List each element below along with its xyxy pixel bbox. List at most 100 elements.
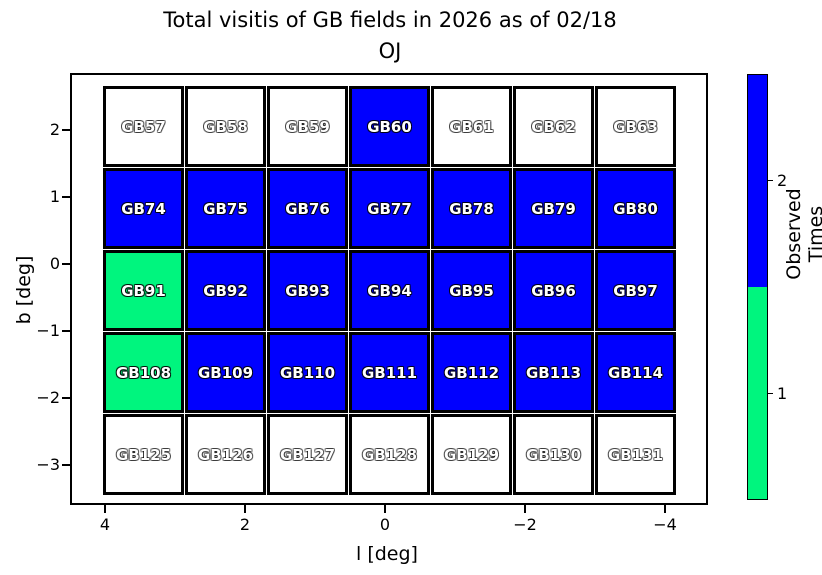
field-label: GB130 xyxy=(525,445,582,464)
field-cell-gb79: GB79 xyxy=(513,168,594,249)
y-tick-mark xyxy=(62,464,70,466)
x-tick-label: −4 xyxy=(653,515,677,534)
colorbar-tick-mark xyxy=(768,179,773,182)
y-tick-mark xyxy=(62,263,70,265)
field-cell-gb131: GB131 xyxy=(595,414,676,495)
field-label: GB125 xyxy=(115,445,172,464)
field-cell-gb60: GB60 xyxy=(349,86,430,167)
field-cell-gb77: GB77 xyxy=(349,168,430,249)
field-label: GB110 xyxy=(279,363,336,382)
x-tick-mark xyxy=(384,505,386,513)
field-label: GB61 xyxy=(449,117,494,136)
field-cell-gb95: GB95 xyxy=(431,250,512,331)
field-label: GB80 xyxy=(613,199,658,218)
chart-title: Total visitis of GB fields in 2026 as of… xyxy=(163,8,617,32)
field-cell-gb111: GB111 xyxy=(349,332,430,413)
field-cell-gb93: GB93 xyxy=(267,250,348,331)
field-label: GB97 xyxy=(613,281,658,300)
field-label: GB76 xyxy=(285,199,330,218)
field-grid: GB57 GB58 GB59 GB60 GB61 GB62 GB63 GB74 GB75 GB76… xyxy=(103,86,676,495)
field-label: GB74 xyxy=(121,199,166,218)
field-label: GB91 xyxy=(121,281,166,300)
y-tick-mark xyxy=(62,196,70,198)
field-label: GB59 xyxy=(285,117,330,136)
field-cell-gb63: GB63 xyxy=(595,86,676,167)
field-label: GB113 xyxy=(525,363,582,382)
field-label: GB57 xyxy=(121,117,166,136)
field-label: GB126 xyxy=(197,445,254,464)
field-cell-gb127: GB127 xyxy=(267,414,348,495)
x-tick-label: 4 xyxy=(99,515,111,534)
field-label: GB127 xyxy=(279,445,336,464)
x-tick-label: 0 xyxy=(379,515,391,534)
field-label: GB93 xyxy=(285,281,330,300)
x-tick-label: 2 xyxy=(239,515,251,534)
field-label: GB62 xyxy=(531,117,576,136)
field-label: GB112 xyxy=(443,363,500,382)
field-cell-gb92: GB92 xyxy=(185,250,266,331)
field-label: GB114 xyxy=(607,363,664,382)
field-cell-gb109: GB109 xyxy=(185,332,266,413)
field-cell-gb58: GB58 xyxy=(185,86,266,167)
field-label: GB95 xyxy=(449,281,494,300)
x-axis-label: l [deg] xyxy=(356,543,418,565)
field-cell-gb62: GB62 xyxy=(513,86,594,167)
field-label: GB128 xyxy=(361,445,418,464)
field-cell-gb114: GB114 xyxy=(595,332,676,413)
field-cell-gb61: GB61 xyxy=(431,86,512,167)
colorbar-segment-blue xyxy=(748,75,767,287)
field-cell-gb94: GB94 xyxy=(349,250,430,331)
field-label: GB96 xyxy=(531,281,576,300)
field-label: GB108 xyxy=(115,363,172,382)
field-label: GB63 xyxy=(613,117,658,136)
field-cell-gb59: GB59 xyxy=(267,86,348,167)
field-label: GB94 xyxy=(367,281,412,300)
field-cell-gb129: GB129 xyxy=(431,414,512,495)
y-tick-label: −2 xyxy=(36,388,60,407)
colorbar-tick-label: 2 xyxy=(777,170,788,190)
field-cell-gb75: GB75 xyxy=(185,168,266,249)
y-tick-label: 2 xyxy=(49,120,60,139)
colorbar-label: Observed Times xyxy=(783,188,822,280)
field-label: GB111 xyxy=(361,363,418,382)
field-label: GB109 xyxy=(197,363,254,382)
field-cell-gb97: GB97 xyxy=(595,250,676,331)
colorbar xyxy=(747,74,768,500)
chart-subtitle: OJ xyxy=(378,39,402,63)
y-tick-mark xyxy=(62,129,70,131)
y-tick-mark xyxy=(62,330,70,332)
x-tick-mark xyxy=(664,505,666,513)
field-cell-gb110: GB110 xyxy=(267,332,348,413)
y-tick-label: −3 xyxy=(36,455,60,474)
field-cell-gb74: GB74 xyxy=(103,168,184,249)
field-cell-gb91: GB91 xyxy=(103,250,184,331)
field-label: GB78 xyxy=(449,199,494,218)
y-tick-mark xyxy=(62,397,70,399)
colorbar-tick-label: 1 xyxy=(777,383,788,403)
field-cell-gb126: GB126 xyxy=(185,414,266,495)
y-tick-label: 0 xyxy=(49,254,60,273)
x-tick-label: −2 xyxy=(513,515,537,534)
field-label: GB129 xyxy=(443,445,500,464)
field-label: GB77 xyxy=(367,199,412,218)
field-cell-gb113: GB113 xyxy=(513,332,594,413)
field-cell-gb108: GB108 xyxy=(103,332,184,413)
field-label: GB60 xyxy=(367,117,412,136)
y-tick-label: −1 xyxy=(36,321,60,340)
field-cell-gb112: GB112 xyxy=(431,332,512,413)
field-label: GB131 xyxy=(607,445,664,464)
x-tick-mark xyxy=(244,505,246,513)
field-label: GB58 xyxy=(203,117,248,136)
field-label: GB92 xyxy=(203,281,248,300)
field-label: GB75 xyxy=(203,199,248,218)
field-cell-gb125: GB125 xyxy=(103,414,184,495)
y-tick-label: 1 xyxy=(49,187,60,206)
field-cell-gb57: GB57 xyxy=(103,86,184,167)
colorbar-tick-mark xyxy=(768,392,773,395)
field-cell-gb128: GB128 xyxy=(349,414,430,495)
field-cell-gb78: GB78 xyxy=(431,168,512,249)
field-cell-gb130: GB130 xyxy=(513,414,594,495)
x-tick-mark xyxy=(104,505,106,513)
colorbar-segment-green xyxy=(748,287,767,499)
